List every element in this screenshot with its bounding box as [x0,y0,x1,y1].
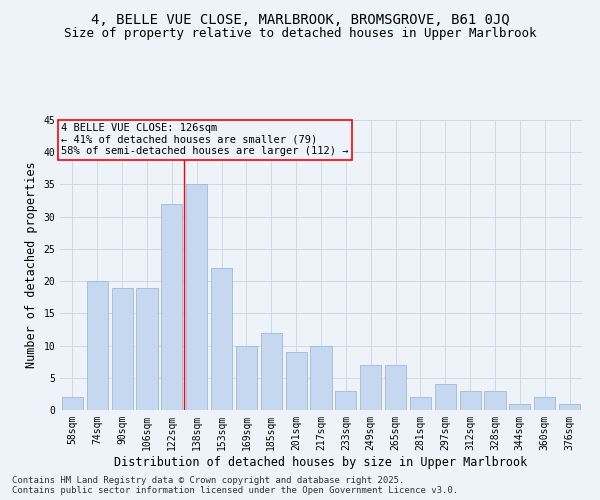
Bar [286,352,307,410]
Bar [509,404,530,410]
Bar [186,184,207,410]
Text: 4 BELLE VUE CLOSE: 126sqm
← 41% of detached houses are smaller (79)
58% of semi-: 4 BELLE VUE CLOSE: 126sqm ← 41% of detac… [61,123,349,156]
Bar [261,332,282,410]
Bar [360,365,381,410]
Bar [236,346,257,410]
Bar [559,404,580,410]
Bar [410,397,431,410]
Bar [112,288,133,410]
Bar [136,288,158,410]
Bar [62,397,83,410]
Bar [335,390,356,410]
Bar [211,268,232,410]
Text: 4, BELLE VUE CLOSE, MARLBROOK, BROMSGROVE, B61 0JQ: 4, BELLE VUE CLOSE, MARLBROOK, BROMSGROV… [91,12,509,26]
Text: Contains HM Land Registry data © Crown copyright and database right 2025.
Contai: Contains HM Land Registry data © Crown c… [12,476,458,495]
Bar [87,281,108,410]
Bar [534,397,555,410]
Bar [161,204,182,410]
Bar [435,384,456,410]
Y-axis label: Number of detached properties: Number of detached properties [25,162,38,368]
Bar [460,390,481,410]
Bar [310,346,332,410]
Bar [484,390,506,410]
Bar [385,365,406,410]
Text: Size of property relative to detached houses in Upper Marlbrook: Size of property relative to detached ho… [64,28,536,40]
X-axis label: Distribution of detached houses by size in Upper Marlbrook: Distribution of detached houses by size … [115,456,527,468]
